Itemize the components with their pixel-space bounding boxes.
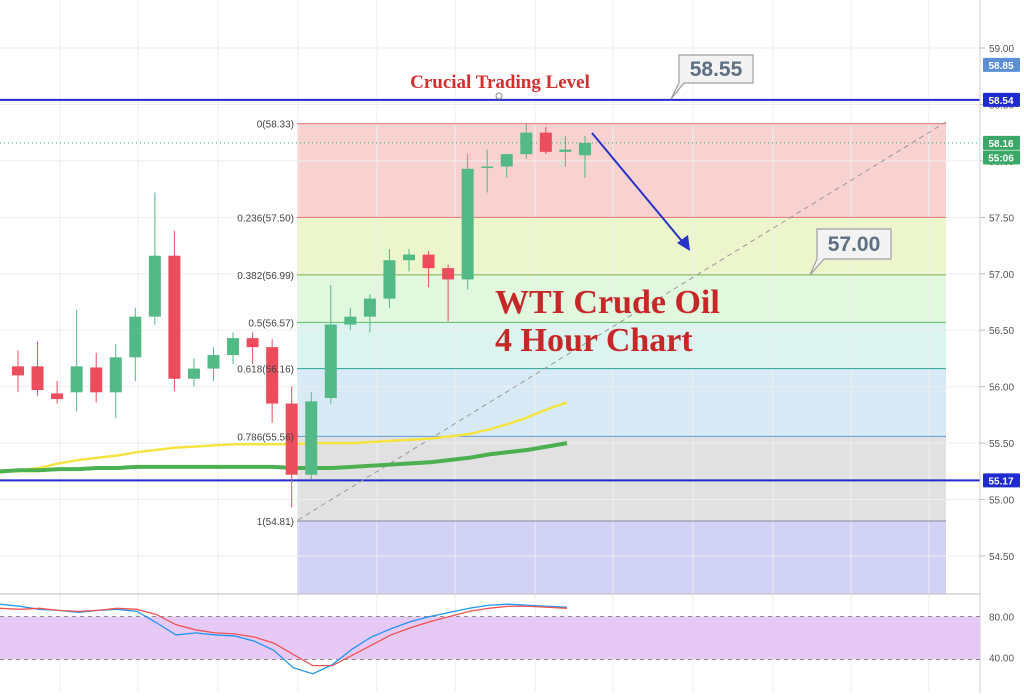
fibonacci-level-label: 0.618(56.16) — [237, 365, 294, 376]
fibonacci-zone — [297, 436, 946, 522]
candle-body-up — [148, 255, 161, 317]
candle-body-up — [344, 316, 357, 325]
candle-body-up — [500, 154, 513, 167]
candle-body-down — [12, 366, 24, 376]
fibonacci-level-label: 0.236(57.50) — [237, 213, 294, 224]
price-badges: 58.85 58.54 58.16 55:06 55.17 — [983, 57, 1020, 488]
price-badge-label: 58.54 — [988, 96, 1013, 107]
fibonacci-level-label: 0.382(56.99) — [237, 271, 294, 282]
callout-58-55-label: 58.55 — [690, 58, 743, 81]
fibonacci-labels: 0(58.33) 0.236(57.50) 0.382(56.99) 0.5(56.5… — [237, 120, 294, 528]
projection-arrow — [591, 132, 690, 251]
candle-body-up — [481, 166, 494, 169]
candle-body-down — [51, 393, 64, 400]
price-tick-label: 59.00 — [989, 44, 1014, 55]
fibonacci-fills — [297, 123, 946, 594]
candle-body-down — [31, 366, 44, 391]
price-badge-label: 58.85 — [988, 61, 1013, 72]
price-tick-label: 56.50 — [989, 326, 1014, 337]
callout-57-00-label: 57.00 — [828, 233, 881, 256]
price-tick-label: 55.50 — [989, 439, 1014, 450]
fibonacci-zone — [297, 521, 946, 594]
fibonacci-level-label: 0.786(55.56) — [237, 432, 294, 443]
oscillator-tick-label: 40.00 — [989, 653, 1014, 664]
candle-body-up — [559, 149, 572, 152]
candle-body-up — [383, 260, 396, 299]
oscillator-line-d — [0, 605, 567, 667]
fibonacci-level-label: 0(58.33) — [257, 120, 294, 131]
oscillator-axis-ticks: 80.00 40.00 — [989, 612, 1014, 664]
candle-body-up — [324, 324, 337, 398]
price-badge — [983, 473, 1020, 488]
candle-body-down — [90, 367, 103, 393]
level-anchor-dot — [495, 92, 503, 100]
chart-title-line-1: WTI Crude Oil — [495, 284, 720, 321]
candle-body-up — [403, 254, 415, 261]
moving-average-fast — [0, 401, 568, 474]
fibonacci-level-label: 1(54.81) — [257, 517, 294, 528]
candle-body-up — [129, 316, 142, 358]
fibonacci-lines — [297, 123, 946, 522]
candle-body-up — [207, 355, 220, 369]
price-badge — [983, 92, 1020, 107]
candle-body-up — [187, 368, 200, 379]
fibonacci-level-label: 0.5(56.57) — [248, 318, 294, 329]
moving-averages — [0, 401, 568, 474]
candlesticks[interactable] — [12, 123, 591, 508]
candle-body-down — [246, 338, 259, 348]
fibonacci-zone — [297, 123, 946, 218]
price-tick-label: 54.50 — [989, 552, 1014, 563]
candle-body-up — [109, 357, 122, 393]
price-badge-label: 58.16 — [988, 139, 1013, 150]
candle-body-up — [461, 168, 474, 280]
chart-title-line-2: 4 Hour Chart — [495, 322, 693, 359]
price-badge — [983, 150, 1020, 165]
fibonacci-zone — [297, 368, 946, 437]
callout-58-55[interactable]: 58.55 — [670, 54, 754, 100]
price-axis-ticks: 59.0058.5058.0057.5057.0056.5056.0055.50… — [980, 44, 1014, 563]
fibonacci-zone — [297, 274, 946, 323]
candle-body-down — [285, 403, 298, 475]
trend-diagonal — [297, 121, 947, 521]
candle-body-up — [227, 338, 240, 356]
callout-57-00[interactable]: 57.00 — [809, 228, 892, 276]
candle-body-down — [539, 132, 552, 152]
oscillator-tick-label: 80.00 — [989, 612, 1014, 623]
price-badge — [983, 135, 1020, 150]
candle-body-down — [442, 268, 455, 280]
price-tick-label: 57.50 — [989, 213, 1014, 224]
price-tick-label: 55.00 — [989, 496, 1014, 507]
price-tick-label: 57.00 — [989, 270, 1014, 281]
candle-body-up — [305, 401, 318, 475]
candle-body-down — [422, 254, 435, 269]
oscillator-band — [0, 616, 980, 660]
candle-body-up — [70, 366, 83, 393]
candle-body-down — [168, 255, 181, 379]
price-badge-label: 55:06 — [988, 154, 1014, 165]
price-badge-label: 55.17 — [988, 476, 1013, 487]
price-badge — [983, 57, 1020, 72]
chart-grid — [0, 0, 980, 693]
candle-body-up — [363, 298, 376, 317]
candle-body-up — [578, 142, 591, 156]
moving-average-slow — [0, 441, 568, 474]
oscillator-pane[interactable] — [0, 603, 980, 675]
crucial-level-label: Crucial Trading Level — [410, 72, 590, 93]
price-tick-label: 56.00 — [989, 383, 1014, 394]
candle-body-down — [266, 347, 279, 404]
candle-body-up — [520, 132, 533, 155]
horizontal-levels — [0, 98, 980, 482]
